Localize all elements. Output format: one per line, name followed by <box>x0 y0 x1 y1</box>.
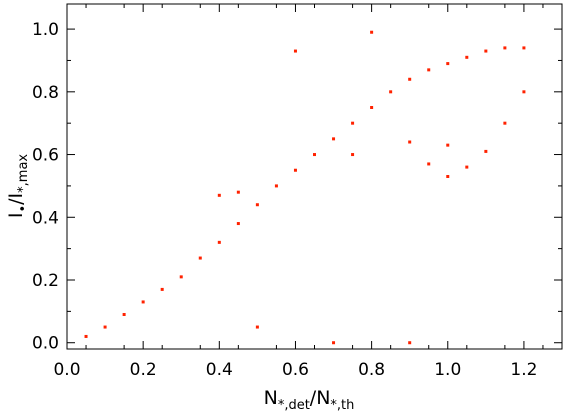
x-axis-label-sub2: *,th <box>330 398 354 411</box>
x-tick-label: 0.0 <box>53 360 80 380</box>
scatter-point <box>370 106 374 109</box>
y-tick-label: 0.8 <box>32 83 59 103</box>
scatter-point <box>217 193 221 197</box>
scatter-point <box>217 240 221 244</box>
scatter-point <box>389 90 393 94</box>
scatter-point <box>122 313 126 316</box>
scatter-point <box>408 140 412 144</box>
scatter-point <box>293 168 297 172</box>
scatter-point <box>255 203 259 207</box>
scatter-point <box>236 190 240 194</box>
scatter-point <box>446 143 450 147</box>
scatter-point <box>427 68 431 72</box>
scatter-point <box>351 153 355 157</box>
x-tick-label: 0.6 <box>282 360 309 380</box>
scatter-point <box>408 341 412 345</box>
scatter-point <box>198 256 202 260</box>
x-axis-label-slash: /N <box>310 387 331 409</box>
scatter-point <box>484 49 488 53</box>
scatter-point <box>522 46 526 50</box>
scatter-point <box>522 90 526 94</box>
scatter-point <box>293 49 297 53</box>
y-tick-label: 0.0 <box>32 334 59 354</box>
y-axis-label-sub2: *,max <box>16 154 31 193</box>
scatter-point <box>84 334 88 338</box>
scatter-point <box>484 149 488 153</box>
x-tick-label: 1.2 <box>510 360 537 380</box>
y-tick-label: 0.2 <box>32 271 59 291</box>
plot-frame <box>66 3 563 350</box>
scatter-point <box>370 30 374 34</box>
scatter-point <box>427 162 431 166</box>
x-tick-label: 0.8 <box>358 360 385 380</box>
x-tick-label: 1.0 <box>434 360 461 380</box>
x-tick-label: 0.4 <box>206 360 233 380</box>
scatter-point <box>255 325 259 329</box>
x-axis-label-main: N <box>264 387 278 409</box>
scatter-point <box>179 275 183 279</box>
x-axis-ticks: 0.0 0.2 0.4 0.6 0.8 1.0 1.2 <box>53 4 544 380</box>
y-axis-label: I•/I*,max <box>5 154 31 219</box>
scatter-point <box>141 300 145 304</box>
scatter-point <box>236 222 240 226</box>
scatter-point <box>465 165 469 169</box>
y-axis-label-slash: /I <box>5 193 27 205</box>
scatter-point <box>446 175 450 178</box>
scatter-point <box>332 341 336 345</box>
scatter-point <box>465 55 469 59</box>
scatter-point <box>503 46 507 50</box>
y-axis-label-sub1: • <box>16 205 31 213</box>
scatter-point <box>351 121 355 125</box>
scatter-point <box>313 153 316 157</box>
scatter-point <box>103 325 107 329</box>
scatter-points <box>84 30 526 345</box>
x-tick-label: 0.2 <box>130 360 157 380</box>
y-tick-label: 1.0 <box>32 20 59 40</box>
scatter-point <box>332 137 336 141</box>
x-axis-label-sub1: *,det <box>278 398 310 411</box>
scatter-point <box>160 287 164 291</box>
x-axis-label: N*,det/N*,th <box>264 387 355 411</box>
y-tick-label: 0.6 <box>32 146 59 166</box>
y-axis-label-main: I <box>5 213 27 219</box>
y-tick-label: 0.4 <box>32 208 59 228</box>
scatter-point <box>408 77 412 81</box>
scatter-point <box>503 121 507 125</box>
y-axis-ticks: 0.0 0.2 0.4 0.6 0.8 1.0 <box>32 20 562 354</box>
scatter-point <box>274 184 278 188</box>
scatter-point <box>446 62 450 66</box>
